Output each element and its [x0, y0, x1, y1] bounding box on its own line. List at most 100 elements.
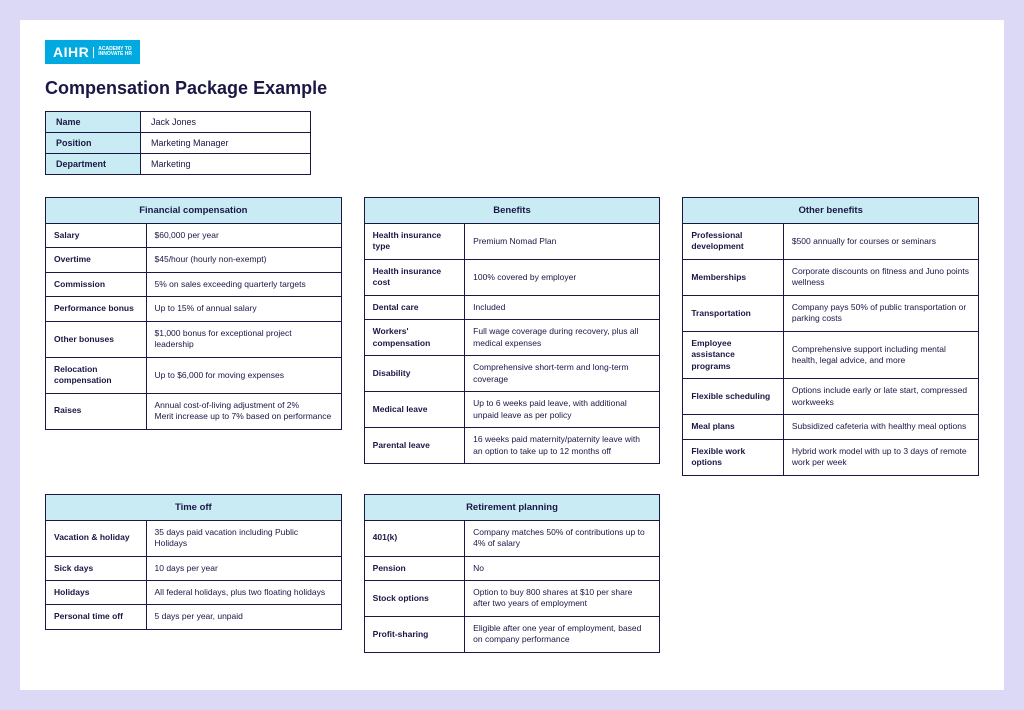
row-value: Comprehensive short-term and long-term c… [465, 356, 660, 392]
table-row: Stock optionsOption to buy 800 shares at… [364, 580, 660, 616]
row-value: Up to 6 weeks paid leave, with additiona… [465, 392, 660, 428]
row-label: Other bonuses [46, 321, 147, 357]
row-value: 10 days per year [146, 556, 341, 580]
benefits-table: Benefits Health insurance typePremium No… [364, 197, 661, 464]
employee-info-table: Name Jack Jones Position Marketing Manag… [45, 111, 311, 175]
table-row: Performance bonusUp to 15% of annual sal… [46, 297, 342, 321]
table-row: DisabilityComprehensive short-term and l… [364, 356, 660, 392]
row-label: Health insurance type [364, 224, 465, 260]
table-row: Meal plansSubsidized cafeteria with heal… [683, 415, 979, 439]
table-row: Flexible work options Hybrid work model … [683, 439, 979, 475]
row-value: Premium Nomad Plan [465, 224, 660, 260]
table-row: Health insurance typePremium Nomad Plan [364, 224, 660, 260]
row-label: Flexible work options [683, 439, 784, 475]
table-row: PensionNo [364, 556, 660, 580]
other-benefits-table: Other benefits Professional development$… [682, 197, 979, 476]
row-label: Pension [364, 556, 465, 580]
row-value: Comprehensive support including mental h… [783, 331, 978, 378]
row-label: Sick days [46, 556, 147, 580]
info-value: Marketing [141, 154, 311, 175]
row-value: $60,000 per year [146, 224, 341, 248]
table-row: Sick days10 days per year [46, 556, 342, 580]
section-header: Retirement planning [364, 494, 660, 520]
logo-sub: ACADEMY TO INNOVATE HR [93, 47, 132, 58]
section-header: Financial compensation [46, 198, 342, 224]
row-value: Company matches 50% of contributions up … [465, 520, 660, 556]
row-label: Professional development [683, 224, 784, 260]
row-value: 16 weeks paid maternity/paternity leave … [465, 428, 660, 464]
section-header: Benefits [364, 198, 660, 224]
row-label: Salary [46, 224, 147, 248]
table-row: Workers' compensationFull wage coverage … [364, 320, 660, 356]
row-value: 100% covered by employer [465, 259, 660, 295]
table-row: Department Marketing [46, 154, 311, 175]
row-label: Health insurance cost [364, 259, 465, 295]
table-row: Professional development$500 annually fo… [683, 224, 979, 260]
row-label: Memberships [683, 259, 784, 295]
row-label: Dental care [364, 295, 465, 319]
row-value: All federal holidays, plus two floating … [146, 580, 341, 604]
table-row: HolidaysAll federal holidays, plus two f… [46, 580, 342, 604]
table-row: Dental care Included [364, 295, 660, 319]
info-label: Position [46, 133, 141, 154]
table-row: Parental leave16 weeks paid maternity/pa… [364, 428, 660, 464]
table-row: Employee assistance programsComprehensiv… [683, 331, 979, 378]
row-label: Flexible scheduling [683, 379, 784, 415]
time-off-table: Time off Vacation & holiday35 days paid … [45, 494, 342, 630]
row-value: Included [465, 295, 660, 319]
table-row: Health insurance cost100% covered by emp… [364, 259, 660, 295]
row-value: Corporate discounts on fitness and Juno … [783, 259, 978, 295]
row-value: $500 annually for courses or seminars [783, 224, 978, 260]
info-value: Jack Jones [141, 112, 311, 133]
row-value: Up to $6,000 for moving expenses [146, 357, 341, 393]
row-value: Subsidized cafeteria with healthy meal o… [783, 415, 978, 439]
table-row: RaisesAnnual cost-of-living adjustment o… [46, 393, 342, 429]
sections-grid: Financial compensation Salary $60,000 pe… [45, 197, 979, 653]
row-label: Holidays [46, 580, 147, 604]
row-value: 5 days per year, unpaid [146, 605, 341, 629]
table-row: Profit-sharingEligible after one year of… [364, 616, 660, 652]
info-label: Name [46, 112, 141, 133]
table-row: Vacation & holiday35 days paid vacation … [46, 520, 342, 556]
section-header: Time off [46, 494, 342, 520]
table-row: Commission5% on sales exceeding quarterl… [46, 272, 342, 296]
row-label: Workers' compensation [364, 320, 465, 356]
table-row: 401(k)Company matches 50% of contributio… [364, 520, 660, 556]
row-label: Personal time off [46, 605, 147, 629]
table-row: Salary $60,000 per year [46, 224, 342, 248]
financial-compensation-table: Financial compensation Salary $60,000 pe… [45, 197, 342, 430]
row-label: Stock options [364, 580, 465, 616]
row-label: Commission [46, 272, 147, 296]
document-page: AIHR ACADEMY TO INNOVATE HR Compensation… [20, 20, 1004, 690]
row-label: Parental leave [364, 428, 465, 464]
row-value: Hybrid work model with up to 3 days of r… [783, 439, 978, 475]
section-header: Other benefits [683, 198, 979, 224]
row-label: Disability [364, 356, 465, 392]
row-label: Overtime [46, 248, 147, 272]
row-label: Performance bonus [46, 297, 147, 321]
row-value: Options include early or late start, com… [783, 379, 978, 415]
row-label: Raises [46, 393, 147, 429]
row-value: Eligible after one year of employment, b… [465, 616, 660, 652]
row-label: Transportation [683, 295, 784, 331]
row-value: $45/hour (hourly non-exempt) [146, 248, 341, 272]
row-value: Company pays 50% of public transportatio… [783, 295, 978, 331]
row-value: Up to 15% of annual salary [146, 297, 341, 321]
table-row: TransportationCompany pays 50% of public… [683, 295, 979, 331]
row-value: $1,000 bonus for exceptional project lea… [146, 321, 341, 357]
row-label: Relocation compensation [46, 357, 147, 393]
row-value: Full wage coverage during recovery, plus… [465, 320, 660, 356]
table-row: Overtime$45/hour (hourly non-exempt) [46, 248, 342, 272]
row-value: Option to buy 800 shares at $10 per shar… [465, 580, 660, 616]
row-value: Annual cost-of-living adjustment of 2%Me… [146, 393, 341, 429]
page-title: Compensation Package Example [45, 78, 979, 99]
table-row: Flexible schedulingOptions include early… [683, 379, 979, 415]
table-row: Medical leaveUp to 6 weeks paid leave, w… [364, 392, 660, 428]
table-row: Relocation compensationUp to $6,000 for … [46, 357, 342, 393]
row-label: Profit-sharing [364, 616, 465, 652]
table-row: Personal time off5 days per year, unpaid [46, 605, 342, 629]
logo-badge: AIHR ACADEMY TO INNOVATE HR [45, 40, 140, 64]
row-value: 5% on sales exceeding quarterly targets [146, 272, 341, 296]
table-row: MembershipsCorporate discounts on fitnes… [683, 259, 979, 295]
table-row: Other bonuses$1,000 bonus for exceptiona… [46, 321, 342, 357]
